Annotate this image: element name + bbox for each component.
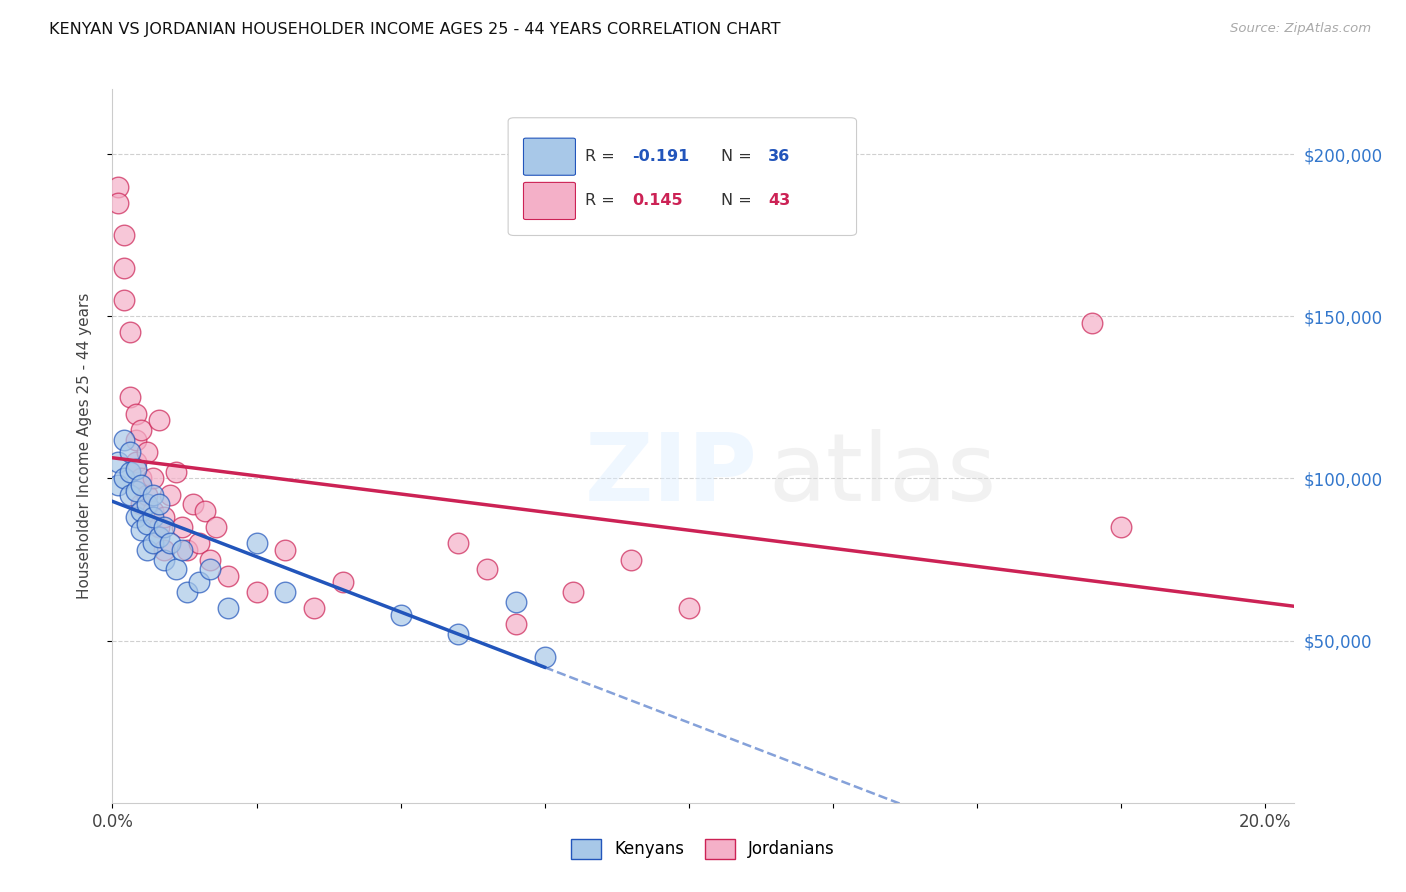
- Point: [118, 445, 141, 459]
- Point: [124, 510, 146, 524]
- Point: [142, 504, 165, 518]
- FancyBboxPatch shape: [523, 138, 575, 175]
- Point: [302, 601, 325, 615]
- Point: [153, 520, 176, 534]
- Point: [1109, 520, 1132, 534]
- Point: [245, 536, 267, 550]
- Point: [148, 413, 170, 427]
- Point: [124, 433, 146, 447]
- Point: [129, 423, 152, 437]
- Point: [136, 542, 159, 557]
- Point: [129, 504, 152, 518]
- Point: [112, 433, 135, 447]
- Point: [142, 488, 165, 502]
- Text: -0.191: -0.191: [633, 149, 689, 164]
- Text: 36: 36: [768, 149, 790, 164]
- Point: [217, 568, 239, 582]
- Point: [107, 455, 129, 469]
- Point: [107, 478, 129, 492]
- Text: ZIP: ZIP: [585, 428, 758, 521]
- Point: [170, 520, 193, 534]
- Point: [148, 497, 170, 511]
- Point: [200, 562, 222, 576]
- Point: [112, 293, 135, 307]
- Point: [159, 536, 181, 550]
- Point: [118, 488, 141, 502]
- Point: [389, 607, 412, 622]
- Point: [142, 536, 165, 550]
- Point: [187, 575, 209, 590]
- Point: [118, 390, 141, 404]
- Point: [562, 585, 585, 599]
- Text: 0.145: 0.145: [633, 194, 683, 209]
- Point: [159, 488, 181, 502]
- Point: [170, 542, 193, 557]
- Text: R =: R =: [585, 194, 620, 209]
- Point: [447, 627, 470, 641]
- Legend: Kenyans, Jordanians: Kenyans, Jordanians: [565, 832, 841, 866]
- Point: [533, 649, 555, 664]
- FancyBboxPatch shape: [508, 118, 856, 235]
- Point: [129, 497, 152, 511]
- Point: [107, 179, 129, 194]
- Point: [447, 536, 470, 550]
- Point: [200, 552, 222, 566]
- Text: atlas: atlas: [768, 428, 997, 521]
- Point: [181, 497, 204, 511]
- Point: [165, 562, 187, 576]
- Point: [112, 471, 135, 485]
- Point: [505, 617, 527, 632]
- Text: R =: R =: [585, 149, 620, 164]
- Point: [136, 488, 159, 502]
- Point: [124, 407, 146, 421]
- Point: [136, 445, 159, 459]
- Point: [194, 504, 217, 518]
- Point: [176, 542, 198, 557]
- Text: 43: 43: [768, 194, 790, 209]
- Point: [142, 471, 165, 485]
- Point: [136, 497, 159, 511]
- Y-axis label: Householder Income Ages 25 - 44 years: Householder Income Ages 25 - 44 years: [77, 293, 91, 599]
- Point: [475, 562, 498, 576]
- Point: [148, 530, 170, 544]
- Point: [129, 478, 152, 492]
- Point: [153, 510, 176, 524]
- Text: Source: ZipAtlas.com: Source: ZipAtlas.com: [1230, 22, 1371, 36]
- Point: [205, 520, 228, 534]
- Point: [112, 260, 135, 275]
- Point: [620, 552, 643, 566]
- Point: [118, 465, 141, 479]
- Point: [153, 552, 176, 566]
- Point: [187, 536, 209, 550]
- Point: [124, 484, 146, 499]
- Text: N =: N =: [721, 149, 756, 164]
- Point: [217, 601, 239, 615]
- Point: [678, 601, 700, 615]
- Point: [129, 471, 152, 485]
- Point: [124, 461, 146, 475]
- Point: [153, 542, 176, 557]
- Point: [165, 465, 187, 479]
- Point: [148, 520, 170, 534]
- Point: [129, 524, 152, 538]
- Point: [1081, 316, 1104, 330]
- FancyBboxPatch shape: [523, 182, 575, 219]
- Point: [176, 585, 198, 599]
- Text: KENYAN VS JORDANIAN HOUSEHOLDER INCOME AGES 25 - 44 YEARS CORRELATION CHART: KENYAN VS JORDANIAN HOUSEHOLDER INCOME A…: [49, 22, 780, 37]
- Point: [112, 228, 135, 243]
- Point: [505, 595, 527, 609]
- Point: [142, 510, 165, 524]
- Point: [274, 585, 297, 599]
- Point: [332, 575, 354, 590]
- Point: [124, 455, 146, 469]
- Point: [136, 516, 159, 531]
- Point: [107, 195, 129, 210]
- Point: [118, 326, 141, 340]
- Point: [274, 542, 297, 557]
- Point: [245, 585, 267, 599]
- Text: N =: N =: [721, 194, 756, 209]
